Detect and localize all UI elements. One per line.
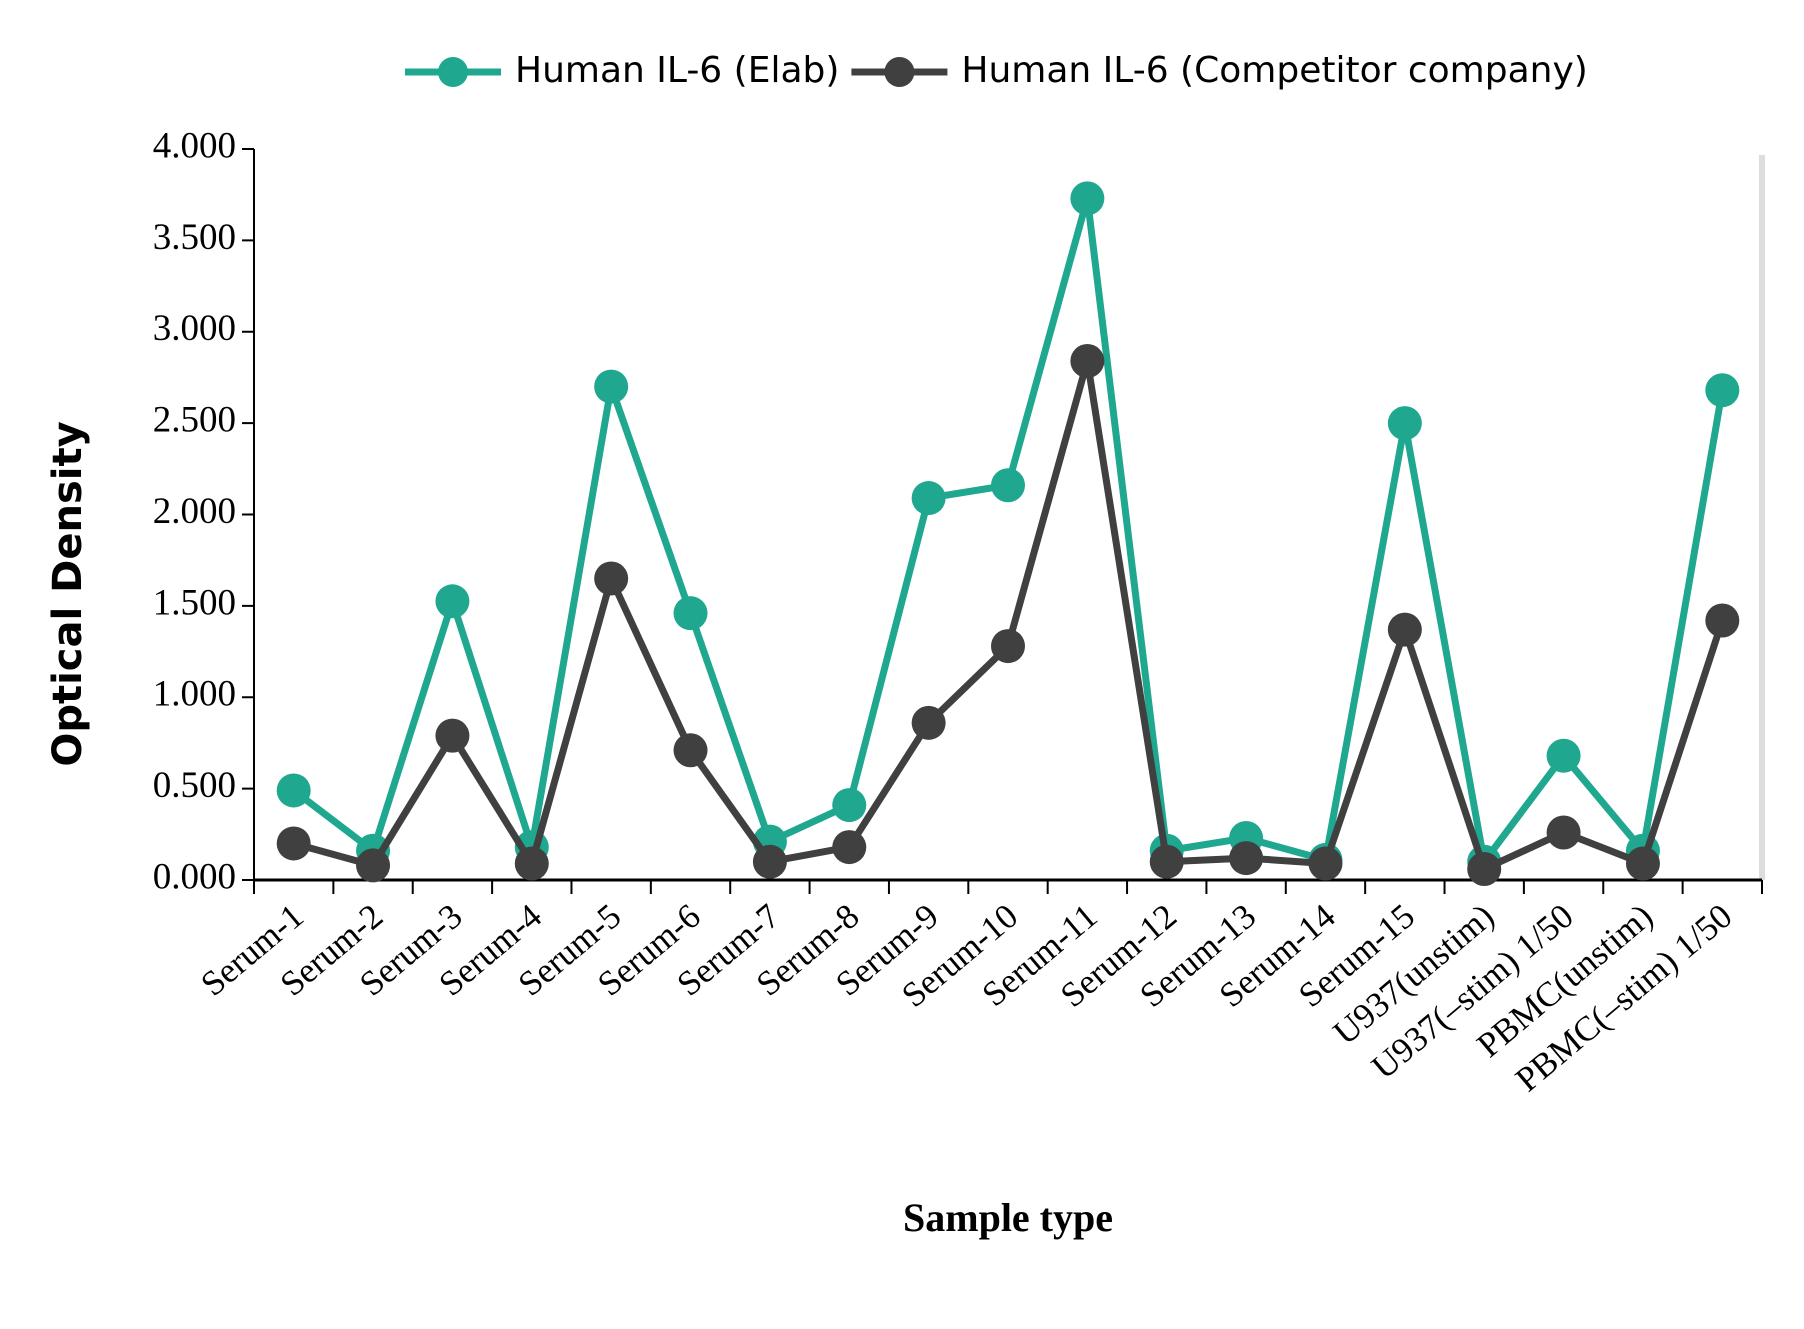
data-point <box>991 629 1025 664</box>
data-point <box>276 826 311 861</box>
data-point <box>514 846 549 881</box>
data-point <box>991 468 1025 503</box>
legend-label: Human IL-6 (Elab) <box>515 50 839 91</box>
data-point <box>832 830 867 865</box>
data-point <box>673 596 708 631</box>
y-axis-title: Optical Density <box>45 421 91 766</box>
data-point <box>1467 852 1502 887</box>
data-point <box>1070 181 1105 216</box>
data-point <box>832 788 867 823</box>
y-tick-label: 1.000 <box>153 674 236 715</box>
series-line <box>292 357 1726 873</box>
legend-label: Human IL-6 (Competitor company) <box>961 50 1587 91</box>
y-tick-label: 4.000 <box>153 125 236 166</box>
data-point <box>673 733 708 768</box>
data-point <box>1625 846 1660 881</box>
data-point <box>435 584 470 619</box>
y-tick-label: 0.500 <box>153 765 236 806</box>
data-point <box>1546 738 1581 773</box>
data-point <box>435 718 470 753</box>
y-tick-label: 1.500 <box>153 582 236 623</box>
legend-marker <box>438 57 468 87</box>
y-tick-label: 0.000 <box>153 856 236 897</box>
data-point <box>911 705 946 740</box>
data-point <box>356 848 391 883</box>
data-point <box>1546 815 1581 850</box>
y-tick-label: 3.000 <box>153 308 236 349</box>
data-point <box>1387 612 1422 647</box>
data-point <box>1229 841 1264 876</box>
series-line <box>291 194 1726 866</box>
x-axis-title: Sample type <box>903 1195 1113 1240</box>
data-point <box>1149 844 1184 879</box>
data-point <box>594 561 629 596</box>
data-point <box>1705 373 1740 408</box>
legend-marker <box>884 57 915 87</box>
y-tick-label: 2.500 <box>153 400 236 441</box>
data-point <box>1308 846 1343 881</box>
y-tick-label: 3.500 <box>153 217 236 258</box>
data-point <box>1705 603 1740 638</box>
y-tick-label: 2.000 <box>153 491 236 532</box>
data-point <box>594 369 629 404</box>
data-point <box>1387 406 1422 441</box>
data-point <box>752 844 787 879</box>
data-point <box>1070 343 1105 378</box>
data-point <box>276 773 311 808</box>
data-point <box>911 481 946 516</box>
